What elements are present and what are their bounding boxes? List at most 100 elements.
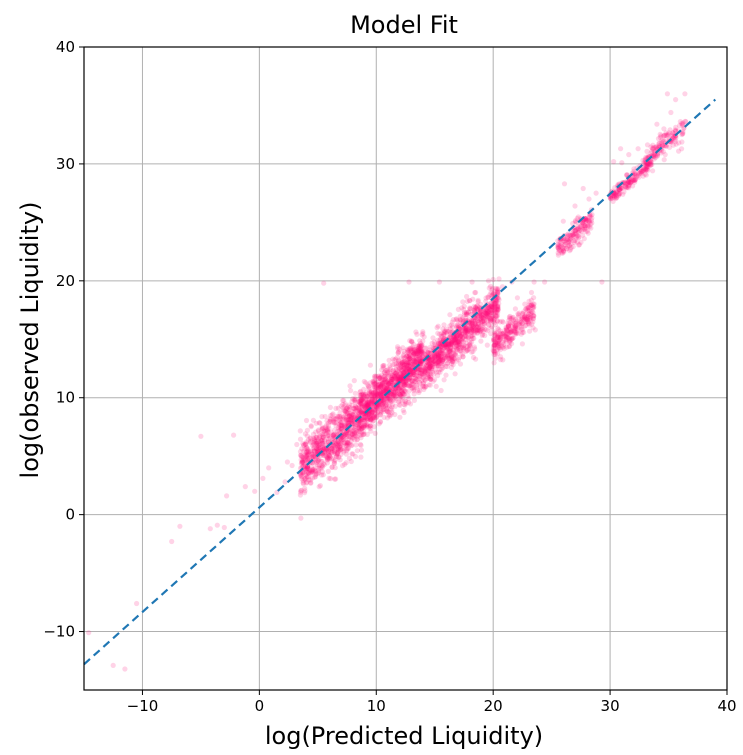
data-point — [397, 370, 403, 376]
data-point — [344, 433, 350, 440]
data-point — [357, 441, 363, 447]
data-point — [333, 476, 339, 482]
data-point — [198, 433, 204, 439]
data-point — [329, 412, 335, 418]
data-point — [353, 397, 359, 403]
reference-line — [83, 98, 717, 666]
data-point — [359, 403, 366, 409]
data-point — [316, 465, 322, 472]
data-point — [300, 478, 306, 484]
data-point — [316, 427, 322, 433]
data-point — [413, 360, 419, 366]
x-tick-label: 20 — [484, 697, 503, 715]
data-point — [334, 438, 340, 444]
data-point — [122, 666, 128, 672]
data-point — [408, 356, 414, 362]
data-point — [402, 361, 408, 367]
data-point — [416, 373, 422, 379]
data-point — [315, 448, 321, 454]
data-point — [348, 412, 354, 418]
data-point — [396, 391, 402, 397]
data-point — [330, 442, 336, 448]
data-point — [367, 400, 373, 406]
data-point — [359, 391, 365, 397]
data-point — [389, 407, 395, 413]
data-point — [343, 460, 349, 466]
data-point — [384, 397, 390, 403]
data-point — [331, 460, 338, 466]
data-point — [379, 397, 385, 403]
data-point — [298, 488, 304, 494]
data-point — [358, 401, 364, 407]
data-point — [340, 416, 346, 422]
data-point — [335, 424, 342, 430]
data-point — [344, 446, 350, 452]
data-point — [480, 313, 486, 319]
data-point — [406, 346, 413, 352]
data-point — [355, 422, 361, 428]
data-point — [420, 354, 426, 360]
data-point — [374, 403, 380, 409]
data-point — [454, 333, 460, 339]
data-point — [394, 355, 400, 361]
data-point — [299, 459, 305, 465]
data-point — [308, 470, 314, 476]
data-point — [401, 388, 408, 394]
data-point — [375, 391, 381, 397]
data-point — [326, 452, 333, 458]
data-point — [312, 438, 318, 444]
data-point — [379, 402, 385, 408]
data-point — [371, 413, 377, 419]
data-point — [380, 404, 386, 410]
data-point — [342, 402, 348, 408]
data-point — [398, 385, 404, 391]
data-point — [301, 448, 307, 454]
data-point — [644, 142, 651, 148]
data-point — [353, 404, 359, 410]
data-point — [354, 405, 360, 411]
data-point — [368, 389, 374, 395]
data-point — [304, 467, 310, 473]
data-point — [358, 435, 364, 441]
data-point — [331, 458, 337, 464]
data-point — [355, 428, 362, 434]
data-point — [404, 359, 410, 365]
data-point — [406, 377, 412, 383]
data-point — [302, 476, 308, 482]
data-point — [376, 390, 382, 396]
data-point — [324, 460, 330, 466]
data-point — [384, 369, 391, 375]
data-point — [346, 417, 352, 423]
data-point — [588, 217, 595, 223]
data-point — [304, 452, 310, 459]
data-point — [177, 523, 183, 529]
data-point — [368, 390, 374, 396]
data-point — [312, 465, 318, 471]
data-point — [308, 463, 314, 470]
data-point — [302, 477, 309, 483]
data-point — [512, 306, 519, 312]
data-point — [372, 413, 378, 419]
data-point — [347, 416, 353, 423]
data-point — [397, 394, 403, 400]
data-point — [396, 401, 402, 408]
data-point — [341, 447, 347, 453]
data-point — [309, 451, 315, 457]
data-point — [401, 382, 407, 388]
data-point — [307, 449, 313, 455]
data-point — [360, 431, 367, 437]
data-point — [417, 340, 424, 346]
data-point — [304, 465, 310, 471]
data-point — [409, 385, 415, 391]
data-point — [326, 456, 332, 462]
data-point — [408, 349, 414, 355]
data-point — [406, 360, 412, 366]
data-point — [299, 460, 305, 466]
data-point — [399, 370, 405, 376]
data-point — [319, 424, 325, 430]
data-point — [352, 409, 358, 415]
data-point — [345, 409, 351, 415]
data-point — [266, 465, 272, 471]
data-point — [298, 472, 304, 478]
data-point — [344, 439, 350, 445]
